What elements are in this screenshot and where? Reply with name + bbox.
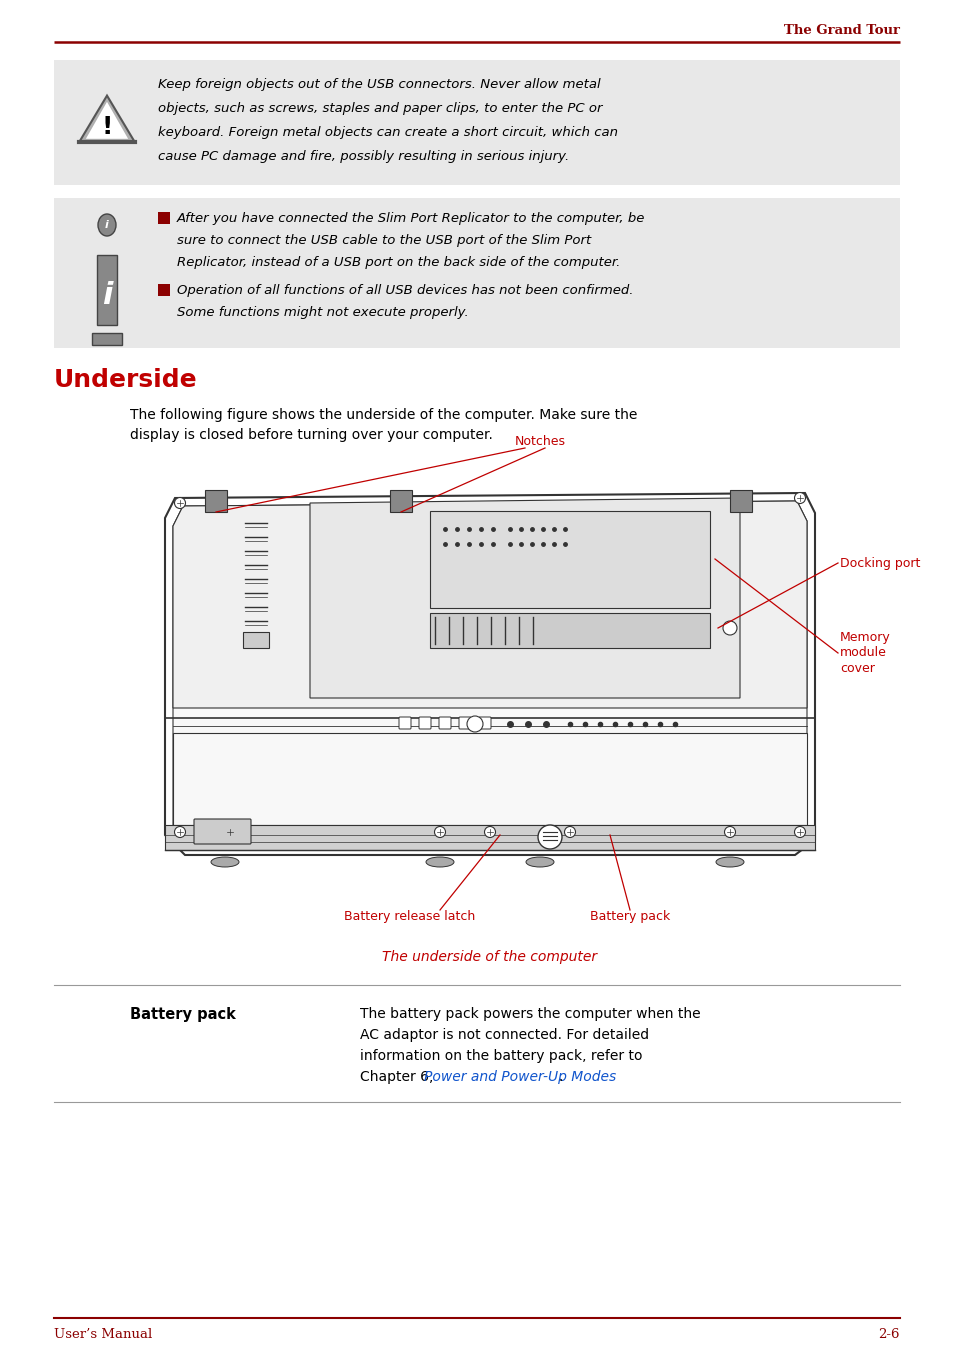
Polygon shape [86,101,128,139]
FancyBboxPatch shape [54,59,899,185]
Text: The battery pack powers the computer when the: The battery pack powers the computer whe… [359,1006,700,1021]
Text: Replicator, instead of a USB port on the back side of the computer.: Replicator, instead of a USB port on the… [177,255,619,269]
Circle shape [794,493,804,504]
Text: Chapter 6,: Chapter 6, [359,1070,437,1084]
Circle shape [537,825,561,848]
Text: User’s Manual: User’s Manual [54,1328,152,1342]
FancyBboxPatch shape [418,717,431,730]
Text: The underside of the computer: The underside of the computer [382,950,597,965]
Text: Underside: Underside [54,367,197,392]
FancyBboxPatch shape [243,632,269,648]
FancyBboxPatch shape [54,199,899,349]
FancyBboxPatch shape [430,511,709,608]
Polygon shape [172,501,806,708]
Circle shape [174,827,185,838]
Text: Docking port: Docking port [840,557,920,570]
Circle shape [722,621,737,635]
Circle shape [564,827,575,838]
Circle shape [174,497,185,508]
Text: Power and Power-Up Modes: Power and Power-Up Modes [423,1070,616,1084]
Text: Battery pack: Battery pack [589,911,669,923]
FancyBboxPatch shape [729,490,751,512]
FancyBboxPatch shape [193,819,251,844]
Text: .: . [558,1070,562,1084]
Text: Operation of all functions of all USB devices has not been confirmed.: Operation of all functions of all USB de… [177,284,633,297]
Circle shape [794,827,804,838]
Text: Keep foreign objects out of the USB connectors. Never allow metal: Keep foreign objects out of the USB conn… [158,78,600,91]
Text: objects, such as screws, staples and paper clips, to enter the PC or: objects, such as screws, staples and pap… [158,101,602,115]
Text: !: ! [101,115,112,139]
Ellipse shape [426,857,454,867]
Text: Some functions might not execute properly.: Some functions might not execute properl… [177,305,468,319]
Text: Notches: Notches [514,435,565,449]
FancyBboxPatch shape [165,825,814,850]
FancyBboxPatch shape [478,717,491,730]
FancyBboxPatch shape [458,717,471,730]
FancyBboxPatch shape [398,717,411,730]
Text: sure to connect the USB cable to the USB port of the Slim Port: sure to connect the USB cable to the USB… [177,234,591,247]
FancyBboxPatch shape [91,332,122,345]
Polygon shape [310,499,740,698]
FancyBboxPatch shape [158,212,170,224]
Text: The Grand Tour: The Grand Tour [783,23,899,36]
Text: information on the battery pack, refer to: information on the battery pack, refer t… [359,1048,641,1063]
FancyBboxPatch shape [158,284,170,296]
Text: 2-6: 2-6 [878,1328,899,1342]
Circle shape [224,827,235,838]
Circle shape [467,716,482,732]
Polygon shape [172,501,806,847]
Text: AC adaptor is not connected. For detailed: AC adaptor is not connected. For detaile… [359,1028,648,1042]
Text: i: i [102,281,112,309]
FancyBboxPatch shape [97,255,117,326]
Polygon shape [79,96,134,142]
Text: Memory
module
cover: Memory module cover [840,631,890,676]
Text: Battery pack: Battery pack [130,1006,235,1021]
Text: Battery release latch: Battery release latch [344,911,476,923]
Ellipse shape [98,213,116,236]
Ellipse shape [716,857,743,867]
Text: i: i [105,220,109,230]
Text: The following figure shows the underside of the computer. Make sure the: The following figure shows the underside… [130,408,637,422]
Text: keyboard. Foreign metal objects can create a short circuit, which can: keyboard. Foreign metal objects can crea… [158,126,618,139]
FancyBboxPatch shape [430,613,709,648]
FancyBboxPatch shape [438,717,451,730]
FancyBboxPatch shape [390,490,412,512]
Text: After you have connected the Slim Port Replicator to the computer, be: After you have connected the Slim Port R… [177,212,644,226]
Ellipse shape [525,857,554,867]
Text: display is closed before turning over your computer.: display is closed before turning over yo… [130,428,493,442]
Text: cause PC damage and fire, possibly resulting in serious injury.: cause PC damage and fire, possibly resul… [158,150,569,163]
Ellipse shape [211,857,239,867]
Circle shape [484,827,495,838]
Polygon shape [172,734,806,825]
Polygon shape [165,493,814,855]
Circle shape [723,827,735,838]
FancyBboxPatch shape [205,490,227,512]
Circle shape [434,827,445,838]
